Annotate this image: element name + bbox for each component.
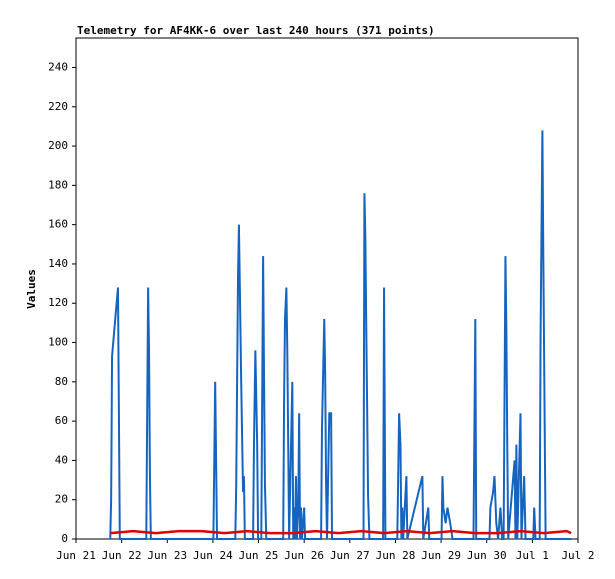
y-tick-label: 80 <box>55 375 68 388</box>
x-tick-label: Jun 25 <box>239 549 279 562</box>
y-tick-label: 120 <box>48 296 68 309</box>
x-tick-label: Jun 24 <box>193 549 233 562</box>
x-tick-label: Jun 29 <box>421 549 461 562</box>
y-tick-label: 160 <box>48 218 68 231</box>
x-tick-label: Jun 30 <box>467 549 507 562</box>
x-tick-label: Jun 22 <box>102 549 142 562</box>
x-tick-label: Jun 23 <box>147 549 187 562</box>
x-tick-label: Jun 21 <box>56 549 96 562</box>
x-tick-label: Jun 26 <box>284 549 324 562</box>
data-line <box>109 130 572 540</box>
x-tick-label: Jul 2 <box>561 549 594 562</box>
y-tick-label: 180 <box>48 178 68 191</box>
x-tick-label: Jul 1 <box>516 549 549 562</box>
y-tick-label: 60 <box>55 414 68 427</box>
chart-title: Telemetry for AF4KK-6 over last 240 hour… <box>77 24 435 37</box>
y-tick-label: 140 <box>48 257 68 270</box>
y-axis-label: Values <box>25 269 38 309</box>
y-tick-label: 0 <box>61 532 68 545</box>
y-tick-label: 200 <box>48 139 68 152</box>
plot-frame <box>75 37 579 540</box>
y-tick-label: 240 <box>48 60 68 73</box>
y-tick-label: 20 <box>55 493 68 506</box>
y-tick-label: 220 <box>48 100 68 113</box>
y-tick-label: 40 <box>55 453 68 466</box>
x-tick-label: Jun 27 <box>330 549 370 562</box>
x-tick-label: Jun 28 <box>376 549 416 562</box>
data-line <box>110 529 572 535</box>
y-tick-label: 100 <box>48 336 68 349</box>
